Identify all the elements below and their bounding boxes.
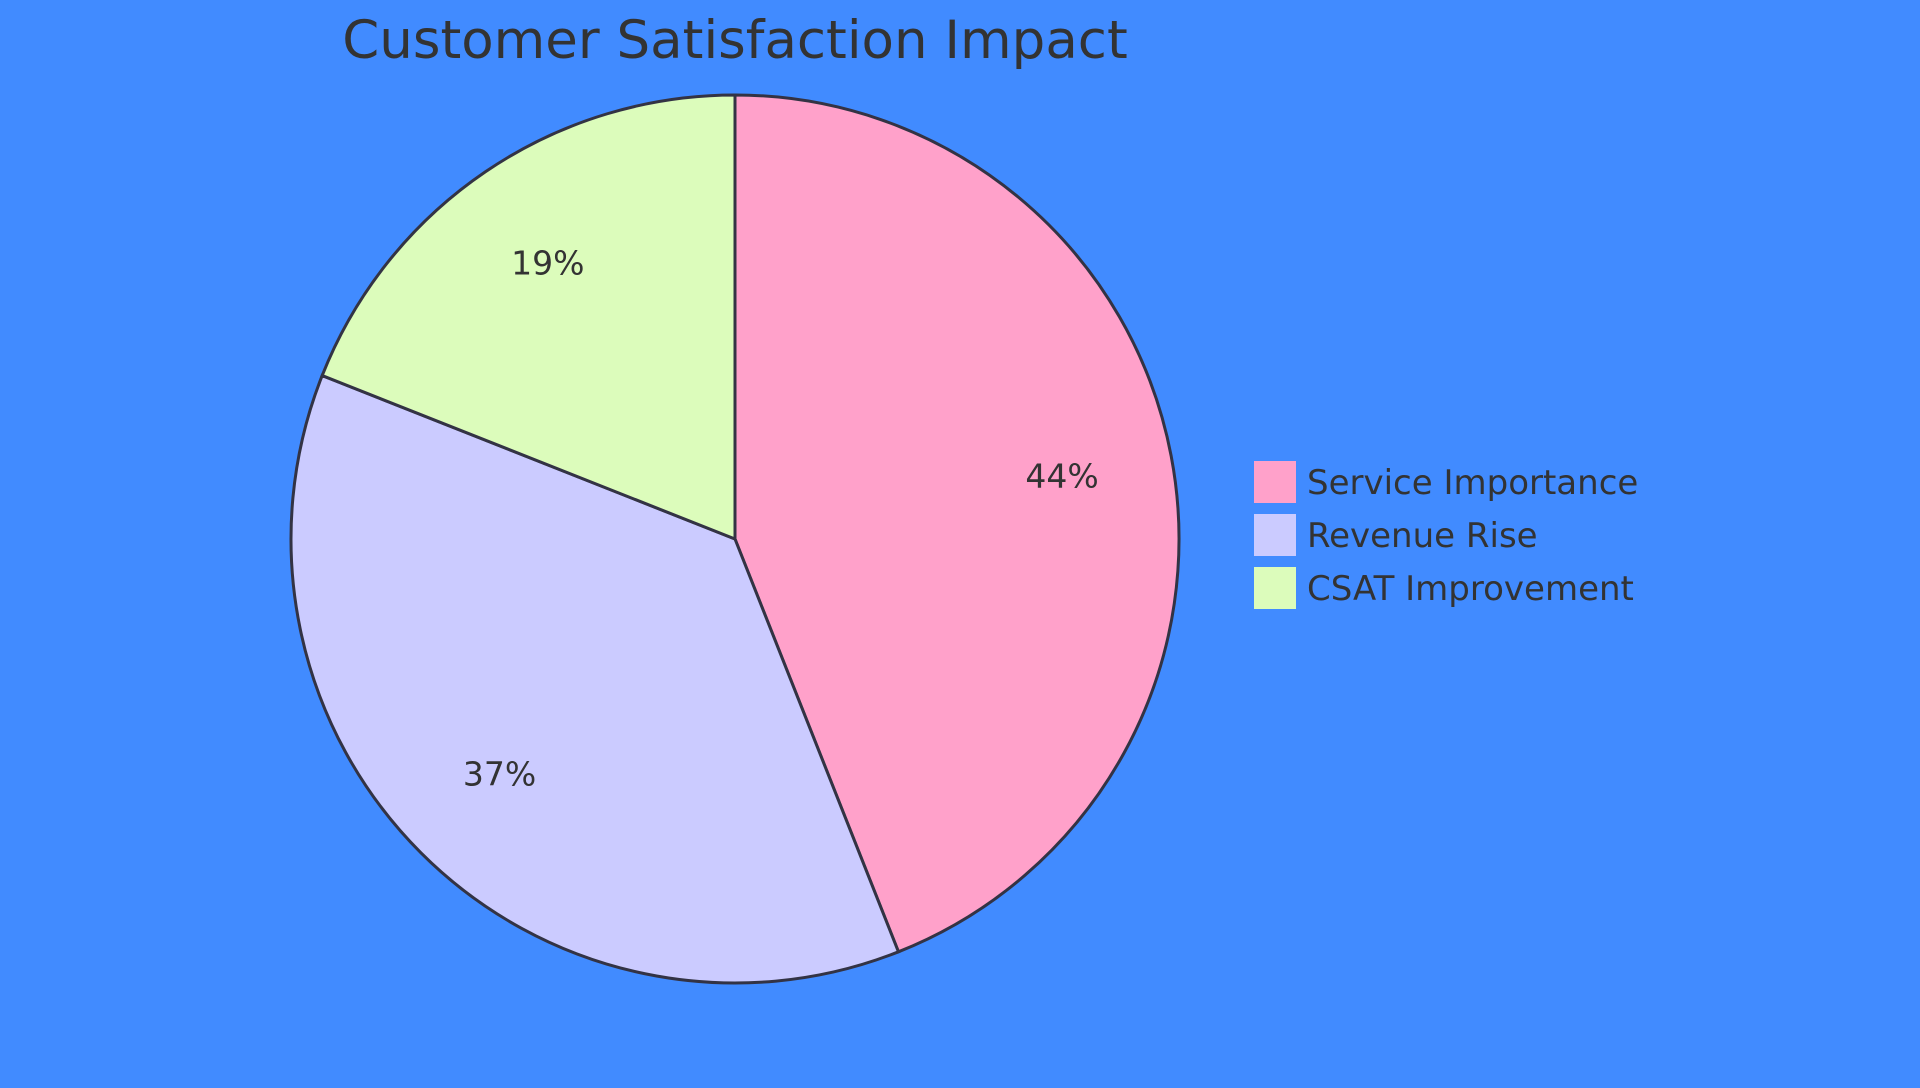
pie-slice-revenue-rise <box>289 373 901 985</box>
legend-swatch <box>1252 565 1298 611</box>
chart-title: Customer Satisfaction Impact <box>342 10 1127 71</box>
slice-percent-label: 44% <box>1025 457 1098 496</box>
legend-swatch <box>1252 512 1298 558</box>
pie-slice-csat-improvement <box>320 93 737 542</box>
legend-label: Revenue Rise <box>1307 516 1538 556</box>
pie-slice-labels: 44% 37% 19% <box>463 244 1099 794</box>
legend-label: Service Importance <box>1307 463 1638 503</box>
pie-slices <box>289 93 1181 985</box>
slice-percent-label: 37% <box>463 754 536 793</box>
pie-slice-service-importance <box>733 93 1181 954</box>
slice-percent-label: 19% <box>511 244 584 283</box>
legend-label: CSAT Improvement <box>1307 569 1634 609</box>
legend: Service Importance Revenue Rise CSAT Impro… <box>1252 459 1638 611</box>
legend-swatch <box>1252 459 1298 505</box>
